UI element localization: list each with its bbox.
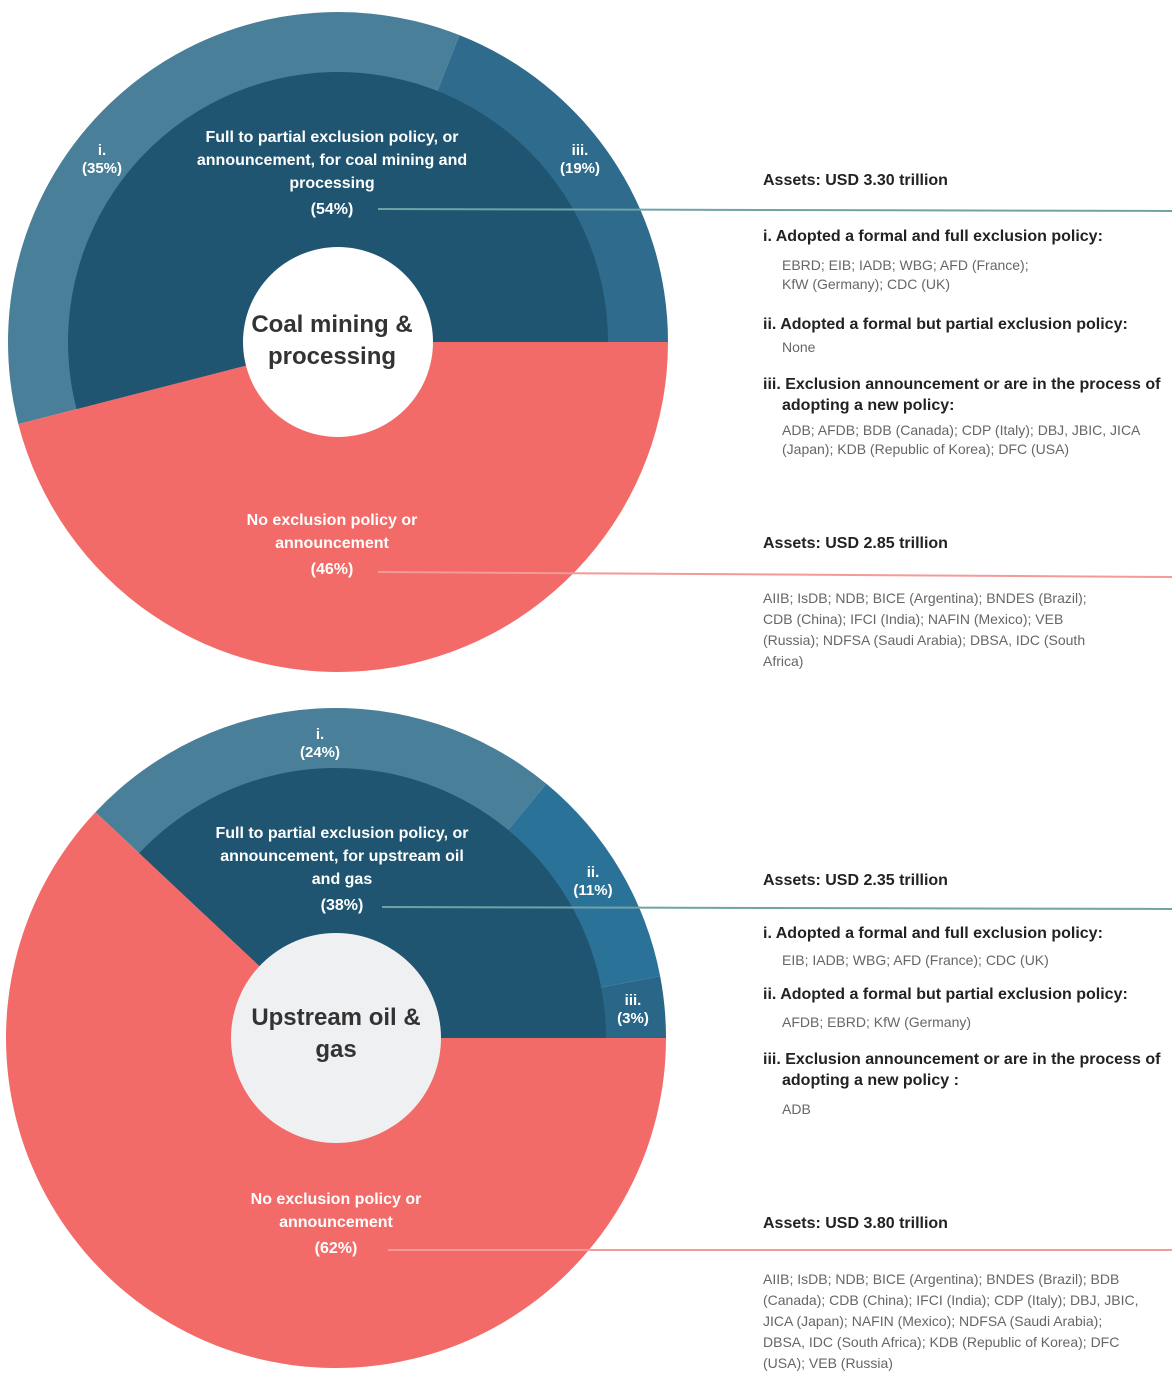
assets: Assets: USD 2.85 trillion xyxy=(763,535,948,552)
pie-segment xyxy=(18,342,669,672)
note-text: None xyxy=(782,339,816,355)
pie-segment xyxy=(139,767,606,1038)
note-text: AIIB; IsDB; NDB; BICE (Argentina); BNDES… xyxy=(763,590,1087,669)
segment-label: No exclusion policy or announcement (62%) xyxy=(250,1191,422,1257)
note-heading: i. Adopted a formal and full exclusion p… xyxy=(763,925,1103,942)
note-heading: iii. Exclusion announcement or are in th… xyxy=(763,1051,1161,1089)
ring-label: iii. (3%) xyxy=(617,992,649,1027)
assets: Assets: USD 3.80 trillion xyxy=(763,1215,948,1232)
center-hole xyxy=(231,933,441,1143)
center-label: Upstream oil & gas xyxy=(251,1004,421,1063)
ring-label: ii. (11%) xyxy=(573,864,613,899)
segment-label: Full to partial exclusion policy, or ann… xyxy=(215,825,469,914)
segment-label: Full to partial exclusion policy, or ann… xyxy=(196,129,468,218)
note-heading: ii. Adopted a formal but partial exclusi… xyxy=(763,316,1128,333)
note-text: ADB xyxy=(782,1101,811,1117)
leader-line xyxy=(381,906,1172,910)
note-heading: iii. Exclusion announcement or are in th… xyxy=(763,376,1161,414)
ring-label: i. (24%) xyxy=(299,726,341,761)
note-text: ADB; AFDB; BDB (Canada); CDP (Italy); DB… xyxy=(782,422,1140,457)
pie-segment xyxy=(67,71,608,410)
center-hole xyxy=(243,247,433,437)
leader-line xyxy=(377,571,1172,578)
note-text: AIIB; IsDB; NDB; BICE (Argentina); BNDES… xyxy=(763,1271,1139,1371)
note-text: AFDB; EBRD; KfW (Germany) xyxy=(782,1014,972,1030)
leader-line xyxy=(377,208,1172,212)
segment-label: No exclusion policy or announcement (46%) xyxy=(246,512,418,578)
note-text: EIB; IADB; WBG; AFD (France); CDC (UK) xyxy=(782,952,1049,968)
ring-label: iii. (19%) xyxy=(559,142,601,177)
assets: Assets: USD 3.30 trillion xyxy=(763,172,948,189)
ring-label: i. (35%) xyxy=(81,142,123,177)
note-heading: i. Adopted a formal and full exclusion p… xyxy=(763,228,1103,245)
center-label: Coal mining & processing xyxy=(251,311,413,370)
assets: Assets: USD 2.35 trillion xyxy=(763,872,948,889)
note-text: EBRD; EIB; IADB; WBG; AFD (France); KfW … xyxy=(782,257,1029,292)
note-heading: ii. Adopted a formal but partial exclusi… xyxy=(763,986,1128,1003)
